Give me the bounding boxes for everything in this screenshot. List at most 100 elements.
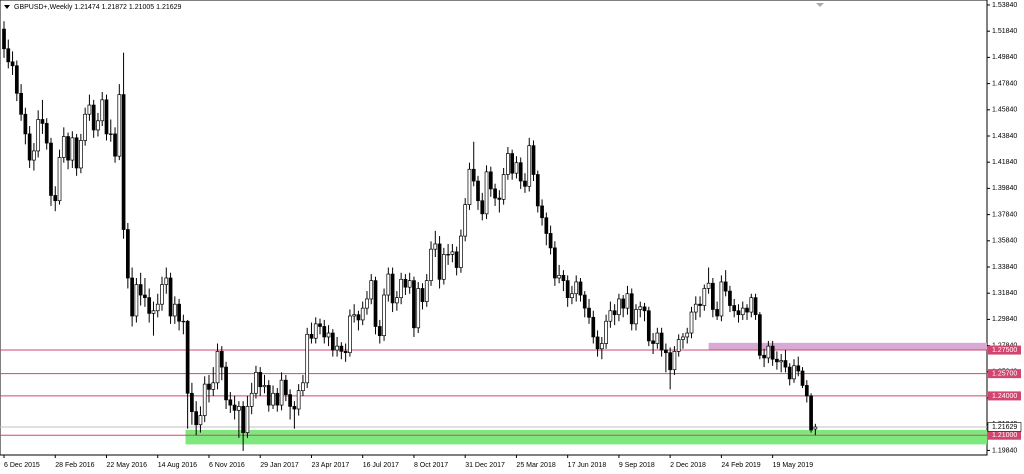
candle-body — [433, 243, 438, 250]
x-tick-label: 24 Feb 2019 — [721, 462, 760, 469]
candle-body — [23, 113, 28, 135]
x-tick-label: 31 Dec 2017 — [465, 462, 505, 469]
candle-body — [164, 277, 169, 285]
candle-body — [553, 247, 557, 279]
candle-body — [360, 307, 365, 321]
x-tick-label: 28 Feb 2016 — [55, 462, 94, 469]
candle-body — [672, 351, 677, 371]
candle-body — [736, 310, 741, 316]
y-tick-label: 1.51840 — [992, 28, 1017, 35]
candle-body — [429, 248, 433, 281]
x-tick-label: 22 May 2016 — [106, 462, 147, 469]
candle-body — [493, 188, 497, 199]
y-tick-label: 1.33840 — [992, 264, 1017, 271]
candle-body — [548, 233, 553, 249]
candle-body — [40, 119, 45, 124]
candle-body — [232, 404, 237, 411]
candle-body — [177, 303, 181, 322]
candle-body — [604, 320, 608, 344]
candle-body — [121, 94, 126, 230]
candle-body — [766, 345, 771, 359]
candle-body — [305, 333, 310, 384]
candle-body — [787, 366, 792, 380]
candle-body — [348, 315, 352, 354]
candle-body — [518, 162, 523, 182]
candle-body — [262, 385, 267, 388]
candle-body — [335, 345, 339, 351]
candle-body — [416, 288, 421, 329]
candle-body — [676, 339, 681, 352]
candle-body — [87, 104, 92, 115]
candle-body — [757, 314, 762, 356]
candle-body — [629, 293, 634, 325]
candle-body — [104, 99, 109, 135]
candle-body — [211, 382, 216, 390]
candle-body — [638, 306, 643, 310]
candle-body — [49, 142, 53, 196]
candle-body — [544, 217, 549, 234]
candle-body — [19, 92, 23, 115]
candle-body — [6, 48, 11, 63]
x-tick-label: 23 Apr 2017 — [311, 462, 349, 469]
candle-body — [779, 360, 784, 363]
candle-body — [10, 61, 15, 67]
candle-body — [283, 379, 288, 395]
candle-body — [565, 280, 570, 299]
candle-body — [578, 281, 583, 296]
x-tick-label: 19 May 2019 — [773, 462, 814, 469]
candle-body — [450, 251, 455, 255]
candle-body — [160, 284, 164, 305]
candle-body — [651, 340, 655, 344]
y-tick-label: 1.49840 — [992, 54, 1017, 61]
candle-body — [117, 94, 122, 157]
candle-body — [420, 288, 425, 302]
candle-body — [506, 153, 510, 175]
candle-body — [292, 406, 297, 410]
candle-body — [723, 281, 728, 292]
candle-body — [454, 251, 459, 268]
candle-body — [339, 345, 344, 352]
candle-body — [32, 150, 36, 161]
candle-body — [254, 371, 258, 394]
candle-body — [322, 326, 327, 338]
candle-body — [459, 235, 463, 268]
candle-body — [796, 365, 801, 372]
x-tick-label: 14 Aug 2016 — [158, 462, 197, 469]
candle-body — [664, 349, 668, 354]
menu-arrow[interactable] — [4, 5, 10, 9]
candle-body — [14, 65, 19, 94]
candle-body — [813, 426, 818, 430]
candle-body — [612, 310, 617, 316]
candle-body — [70, 137, 75, 161]
candle-body — [531, 145, 536, 175]
candle-body — [61, 136, 66, 158]
candle-body — [318, 323, 322, 327]
candle-body — [740, 307, 745, 316]
candle-body — [587, 307, 591, 318]
candle-body — [732, 305, 737, 312]
candle-body — [202, 383, 207, 416]
candle-body — [501, 174, 506, 200]
candle-body — [497, 197, 502, 200]
level-label: 1.21000 — [992, 432, 1017, 439]
y-tick-label: 1.29840 — [992, 316, 1017, 323]
candle-body — [147, 297, 152, 314]
candle-body — [642, 306, 647, 312]
candle-body — [424, 280, 429, 302]
candle-body — [655, 332, 660, 344]
candle-body — [125, 229, 130, 279]
x-tick-label: 6 Dec 2015 — [4, 462, 40, 469]
candle-body — [403, 278, 408, 288]
candle-body — [463, 204, 468, 237]
zone — [185, 429, 987, 445]
candle-body — [745, 307, 749, 313]
candle-body — [681, 336, 685, 340]
candle-body — [369, 280, 374, 300]
candle-body — [706, 282, 711, 289]
candle-body — [275, 392, 280, 406]
candle-body — [301, 382, 305, 392]
candle-body — [245, 406, 250, 433]
current-price-label-bg — [987, 422, 1022, 432]
candle-body — [377, 326, 382, 336]
candle-body — [437, 243, 442, 280]
